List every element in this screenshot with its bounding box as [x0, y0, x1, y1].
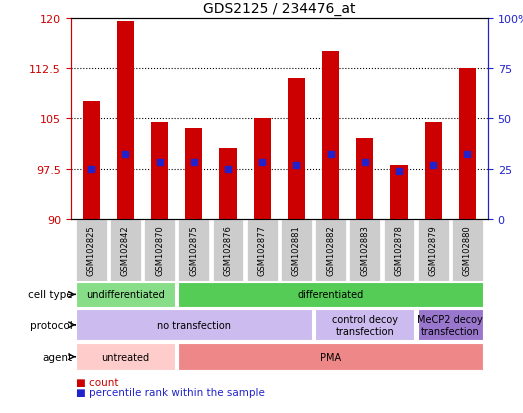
Text: ■ percentile rank within the sample: ■ percentile rank within the sample [76, 387, 265, 397]
Text: no transfection: no transfection [157, 320, 231, 330]
Text: cell type: cell type [28, 290, 72, 300]
Text: GSM102876: GSM102876 [223, 225, 232, 275]
Text: GSM102883: GSM102883 [360, 225, 369, 275]
Bar [144, 219, 175, 281]
Text: GSM102880: GSM102880 [463, 225, 472, 275]
Text: GSM102842: GSM102842 [121, 225, 130, 275]
Bar [76, 343, 175, 370]
Text: ■ count: ■ count [76, 377, 118, 387]
Bar [76, 282, 175, 307]
Bar [185, 129, 202, 219]
Text: PMA: PMA [320, 352, 341, 362]
Text: protocol: protocol [30, 320, 72, 330]
Text: GSM102878: GSM102878 [394, 225, 404, 275]
Bar [220, 149, 236, 219]
Bar [288, 79, 305, 219]
Bar [459, 69, 476, 219]
Text: GSM102877: GSM102877 [258, 225, 267, 275]
Text: GSM102825: GSM102825 [87, 225, 96, 275]
Bar [452, 219, 483, 281]
Title: GDS2125 / 234476_at: GDS2125 / 234476_at [203, 2, 356, 16]
Bar [418, 309, 483, 341]
Bar [76, 309, 312, 341]
Bar [247, 219, 278, 281]
Text: undifferentiated: undifferentiated [86, 290, 165, 300]
Bar [117, 22, 134, 219]
Text: GSM102870: GSM102870 [155, 225, 164, 275]
Bar [349, 219, 380, 281]
Text: GSM102881: GSM102881 [292, 225, 301, 275]
Bar [315, 309, 414, 341]
Text: untreated: untreated [101, 352, 150, 362]
Bar [384, 219, 414, 281]
Text: GSM102882: GSM102882 [326, 225, 335, 275]
Bar [212, 219, 243, 281]
Bar [178, 343, 483, 370]
Bar [356, 139, 373, 219]
Text: MeCP2 decoy
transfection: MeCP2 decoy transfection [417, 314, 483, 336]
Bar [76, 219, 107, 281]
Bar [178, 282, 483, 307]
Text: GSM102875: GSM102875 [189, 225, 198, 275]
Bar [178, 219, 209, 281]
Bar [254, 119, 271, 219]
Bar [391, 166, 407, 219]
Text: agent: agent [42, 352, 72, 362]
Bar [281, 219, 312, 281]
Bar [151, 122, 168, 219]
Bar [315, 219, 346, 281]
Text: control decoy
transfection: control decoy transfection [332, 314, 398, 336]
Bar [418, 219, 449, 281]
Bar [110, 219, 141, 281]
Bar [425, 122, 442, 219]
Bar [83, 102, 100, 219]
Text: GSM102879: GSM102879 [429, 225, 438, 275]
Bar [322, 52, 339, 219]
Text: differentiated: differentiated [298, 290, 363, 300]
